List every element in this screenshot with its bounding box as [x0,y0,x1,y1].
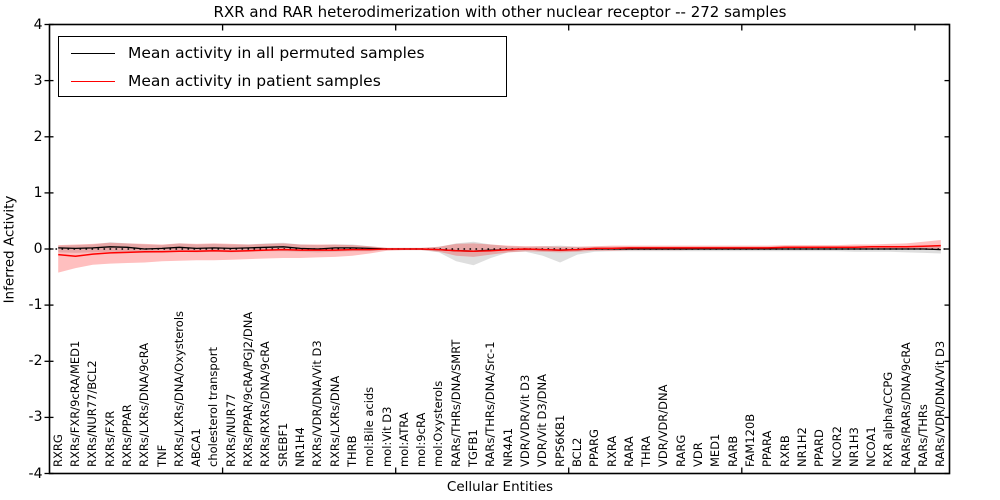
x-category-label: RXRs/FXR/9cRA/MED1 [67,340,82,467]
x-category-label: RXRs/NUR77 [223,393,238,467]
x-category-label: mol:ATRA [396,412,411,467]
x-category-label: TGFB1 [466,429,481,467]
x-category-label: cholesterol transport [206,347,221,467]
mean-line [58,244,941,258]
x-category-label: RXRs/RXRs/DNA/9cRA [258,341,273,467]
x-category-label: RXRG [50,434,65,467]
x-category-label: VDR/Vit D3/DNA [535,374,550,467]
legend: Mean activity in all permuted samples Me… [58,36,507,97]
x-category-label: FAM120B [742,413,757,467]
x-category-label: RXRs/FXR [102,410,117,467]
x-category-label: VDR [691,442,706,467]
x-category-label: mol:Oxysterols [431,380,446,467]
y-tick-label: -2 [28,353,43,370]
x-category-label: BCL2 [569,437,584,467]
x-category-label: NR1H4 [292,427,307,467]
legend-entry-patient: Mean activity in patient samples [59,68,381,94]
x-category-label: RXRs/LXRs/DNA/Oxysterols [171,310,186,467]
y-tick-label: -1 [28,297,43,314]
confidence-band [58,240,941,273]
permuted-line-swatch [71,52,115,54]
y-tick-label: -3 [28,409,43,426]
legend-entry-permuted: Mean activity in all permuted samples [59,40,425,66]
x-category-label: PPARD [812,429,827,467]
x-category-label: NR1H3 [846,427,861,467]
y-tick-label: -4 [28,465,43,482]
x-category-label: ABCA1 [189,428,204,467]
x-category-label: mol:Vit D3 [379,406,394,467]
x-category-label: TNF [154,444,169,467]
legend-label: Mean activity in all permuted samples [128,44,425,62]
x-category-label: THRA [639,435,654,467]
x-category-label: RXR alpha/CCPG [881,371,896,467]
x-category-label: RARs/THRs [916,404,931,467]
x-category-label: RXRs/LXRs/DNA [327,375,342,467]
x-category-label: PPARG [587,429,602,467]
y-tick-label: 0 [33,241,43,257]
x-category-label: PPARA [760,430,775,467]
x-category-label: RARA [621,436,636,467]
x-category-label: VDR/VDR/DNA [656,384,671,468]
chart-title: RXR and RAR heterodimerization with othe… [213,3,787,21]
y-tick-label: 4 [33,16,43,33]
x-category-label: RARs/VDR/DNA/Vit D3 [933,340,948,467]
y-tick-label: 2 [33,128,43,145]
x-category-label: NCOA1 [864,426,879,467]
x-category-label: mol:9cRA [414,412,429,467]
patient-line-swatch [71,80,115,82]
x-category-label: RARs/THRs/DNA/SMRT [448,339,463,467]
x-category-label: RXRs/LXRs/DNA/9cRA [137,342,152,467]
x-category-label: NCOR2 [829,426,844,467]
x-category-label: RARs/RARs/DNA/9cRA [898,342,913,467]
x-category-label: RXRs/PPAR/9cRA/PGJ2/DNA [241,311,256,467]
x-category-label: RPS6KB1 [552,414,567,467]
x-category-label: MED1 [708,433,723,467]
legend-label: Mean activity in patient samples [128,72,381,90]
x-category-label: NR4A1 [500,427,515,467]
x-category-label: RXRs/NUR77/BCL2 [85,360,100,467]
x-category-label: NR1H2 [794,427,809,467]
x-category-label: RXRs/VDR/DNA/Vit D3 [310,340,325,467]
x-category-label: RARB [725,435,740,467]
x-category-label: RARG [673,434,688,467]
x-category-label: RXRA [604,435,619,467]
x-category-label: RXRB [777,435,792,467]
x-category-label: SREBF1 [275,422,290,467]
x-category-label: VDR/VDR/Vit D3 [517,374,532,467]
x-category-label: RARs/THRs/DNA/Src-1 [483,341,498,467]
y-tick-label: 3 [33,72,43,89]
y-tick-label: 1 [33,184,43,201]
x-axis-label: Cellular Entities [446,479,554,495]
x-category-label: RXRs/PPAR [119,404,134,467]
x-category-label: THRB [344,435,359,467]
x-category-label: mol:Bile acids [362,386,377,467]
